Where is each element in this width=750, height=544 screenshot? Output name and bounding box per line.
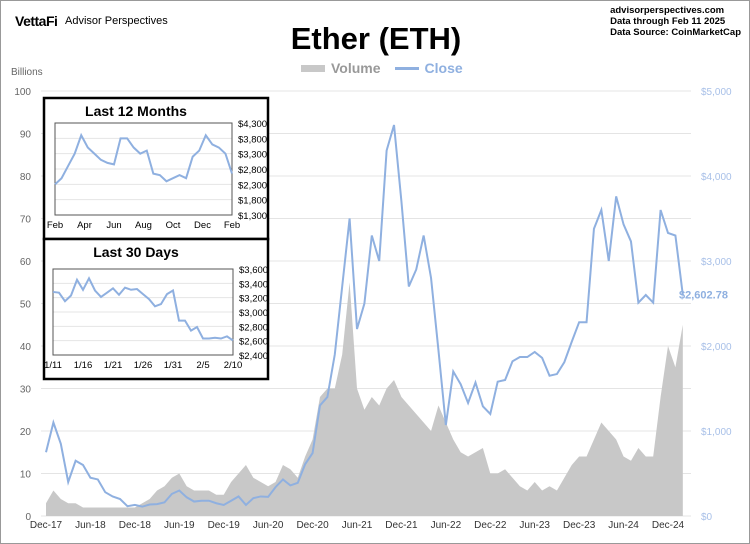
x-tick: Dec-24 [652, 520, 685, 531]
legend-volume-swatch [301, 64, 325, 72]
x-tick: Jun-23 [519, 520, 550, 531]
inset-title: Last 12 Months [85, 103, 187, 119]
legend-close: Close [424, 60, 463, 76]
y-right-tick: $0 [701, 512, 713, 523]
x-tick: Dec-22 [474, 520, 507, 531]
y-axis-label: Billions [11, 67, 43, 78]
x-tick: Jun-22 [431, 520, 462, 531]
y-right-tick: $2,000 [701, 342, 732, 353]
x-tick: Jun-19 [164, 520, 195, 531]
y-left-tick: 80 [20, 172, 32, 183]
site-url: advisorperspectives.com [610, 5, 725, 16]
inset-x-tick: Aug [135, 220, 152, 231]
y-right-tick: $4,000 [701, 172, 732, 183]
inset-title: Last 30 Days [93, 244, 179, 260]
inset-y-tick: $4,300 [238, 119, 267, 130]
inset-y-tick: $3,300 [238, 150, 267, 161]
inset-y-tick: $3,600 [239, 265, 268, 276]
inset-x-tick: Jun [106, 220, 121, 231]
inset-y-tick: $3,800 [238, 134, 267, 145]
data-source: Data Source: CoinMarketCap [610, 27, 741, 38]
inset-y-tick: $2,300 [238, 180, 267, 191]
inset-y-tick: $3,200 [239, 294, 268, 305]
x-tick: Dec-17 [30, 520, 63, 531]
data-through: Data through Feb 11 2025 [610, 16, 726, 27]
last-value-label: $2,602.78 [679, 290, 728, 302]
y-left-tick: 10 [20, 470, 32, 481]
inset-line [54, 132, 233, 186]
x-tick: Jun-20 [253, 520, 284, 531]
x-tick: Dec-18 [119, 520, 152, 531]
y-left-tick: 0 [25, 512, 31, 523]
x-tick: Jun-21 [342, 520, 373, 531]
inset-x-tick: 1/11 [44, 360, 62, 371]
inset-x-tick: 2/5 [196, 360, 209, 371]
y-left-tick: 20 [20, 427, 32, 438]
x-tick: Dec-20 [296, 520, 329, 531]
x-tick: Dec-19 [208, 520, 241, 531]
inset-x-tick: 2/10 [224, 360, 243, 371]
legend: Volume Close [301, 60, 463, 76]
inset-line [52, 276, 234, 342]
y-right-tick: $5,000 [701, 87, 732, 98]
y-left-tick: 30 [20, 385, 32, 396]
inset-y-tick: $2,800 [239, 322, 268, 333]
x-tick: Dec-21 [385, 520, 418, 531]
chart-title: Ether (ETH) [290, 21, 462, 56]
volume-area [46, 282, 683, 516]
close-line [45, 124, 684, 508]
y-left-tick: 40 [20, 342, 32, 353]
inset-x-tick: Oct [166, 220, 181, 231]
inset-plot-border [52, 268, 234, 356]
y-right-tick: $1,000 [701, 427, 732, 438]
x-tick: Dec-23 [563, 520, 596, 531]
y-left-tick: 60 [20, 257, 32, 268]
source-info: advisorperspectives.com Data through Feb… [610, 5, 741, 38]
inset-y-tick: $2,400 [239, 351, 268, 362]
legend-close-swatch [394, 66, 419, 70]
inset-x-tick: 1/16 [74, 360, 93, 371]
inset-box [42, 237, 270, 381]
inset-y-tick: $2,600 [239, 337, 268, 348]
inset-x-tick: Feb [224, 220, 240, 231]
inset-x-tick: Dec [194, 220, 211, 231]
inset-y-tick: $3,400 [239, 279, 268, 290]
legend-volume: Volume [331, 60, 381, 76]
x-tick: Jun-18 [75, 520, 106, 531]
y-left-tick: 70 [20, 215, 32, 226]
y-left-tick: 90 [20, 130, 32, 141]
inset-x-tick: 1/26 [134, 360, 153, 371]
y-left-tick: 100 [14, 87, 31, 98]
inset-x-tick: Feb [47, 220, 63, 231]
y-left-tick: 50 [20, 300, 32, 311]
inset-y-tick: $3,000 [239, 308, 268, 319]
y-right-tick: $3,000 [701, 257, 732, 268]
inset-y-tick: $2,800 [238, 165, 267, 176]
inset-x-tick: Apr [77, 220, 92, 231]
inset-y-tick: $1,800 [238, 196, 267, 207]
brand-name: Advisor Perspectives [65, 15, 168, 27]
inset-y-tick: $1,300 [238, 211, 267, 222]
inset-x-tick: 1/21 [104, 360, 123, 371]
inset-plot-border [54, 122, 233, 216]
inset-x-tick: 1/31 [164, 360, 183, 371]
x-tick: Jun-24 [608, 520, 639, 531]
vettafi-logo: VettaFi [15, 13, 58, 29]
